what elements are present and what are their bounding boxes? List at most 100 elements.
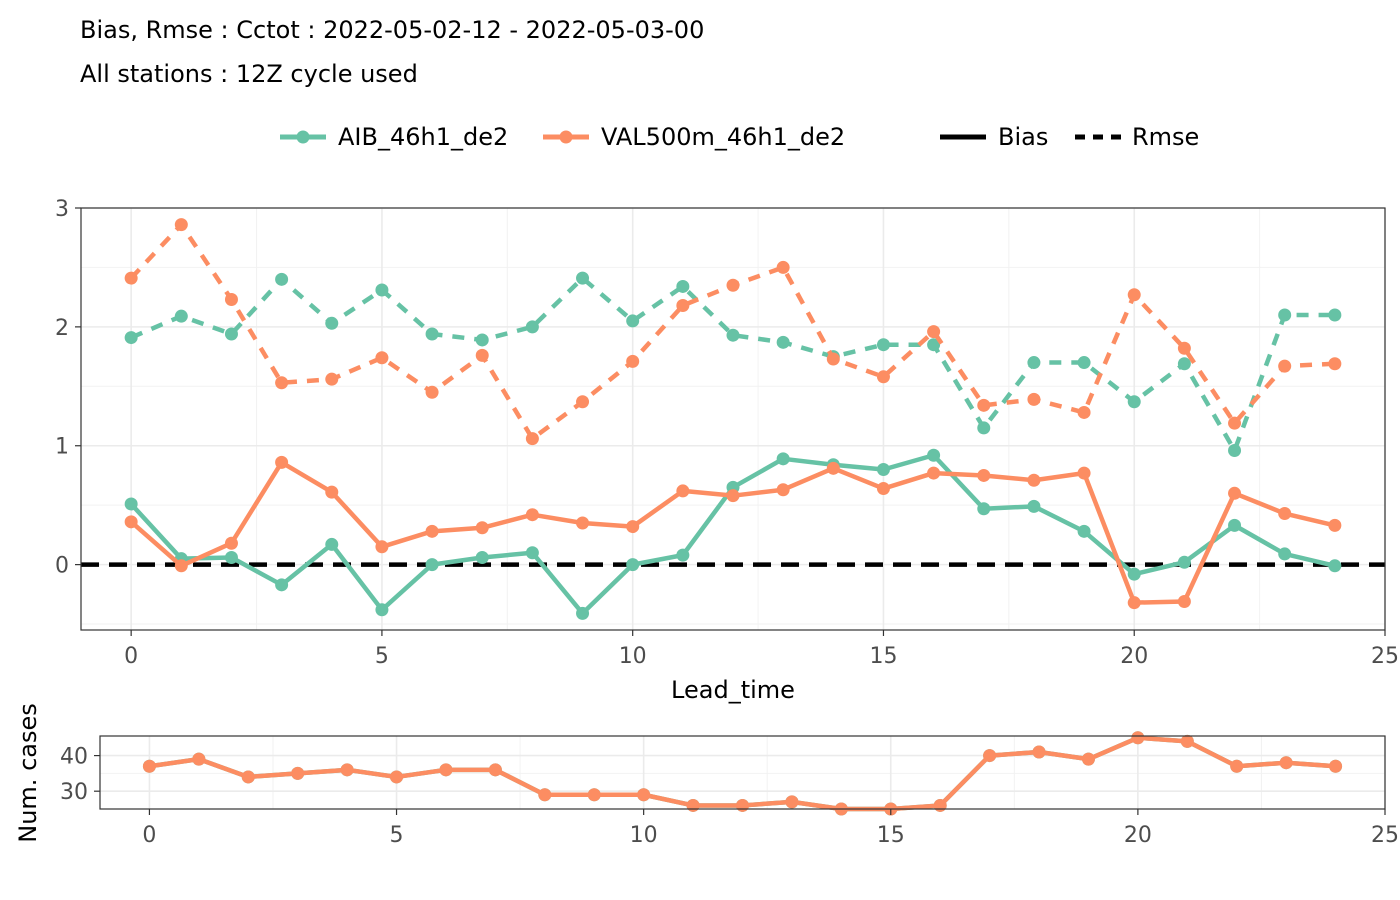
data-point <box>1278 359 1292 373</box>
data-point <box>525 320 539 334</box>
x-tick-label: 15 <box>869 644 897 669</box>
data-point <box>776 452 790 466</box>
x-tick-label: 25 <box>1371 644 1399 669</box>
data-point <box>325 485 339 499</box>
data-point <box>1278 547 1292 561</box>
data-point <box>977 468 991 482</box>
data-point <box>124 515 138 529</box>
data-point <box>785 795 799 809</box>
data-point <box>475 521 489 535</box>
data-point <box>1081 752 1095 766</box>
data-point <box>876 482 890 496</box>
series-aib-46h1-de2-rmse <box>124 271 1342 458</box>
data-point <box>525 508 539 522</box>
data-point <box>375 540 389 554</box>
data-point <box>576 271 590 285</box>
data-point <box>475 333 489 347</box>
legend-label-rmse: Rmse <box>1132 123 1199 151</box>
data-point <box>1027 473 1041 487</box>
legend-key-val500m-46h1-de2 <box>543 130 589 144</box>
x-tick-label: 25 <box>1371 823 1399 848</box>
data-point <box>876 463 890 477</box>
x-tick-label: 20 <box>1120 644 1148 669</box>
data-point <box>525 546 539 560</box>
data-point <box>275 455 289 469</box>
data-point <box>124 497 138 511</box>
data-point <box>1180 734 1194 748</box>
data-point <box>124 271 138 285</box>
series-aib-46h1-de2-rmse-line <box>130 275 1335 453</box>
series-val500m-46h1-de2-rmse <box>124 218 1342 446</box>
data-point <box>927 325 941 339</box>
data-point <box>626 558 640 572</box>
data-point <box>1131 731 1145 745</box>
data-point <box>525 432 539 446</box>
data-point <box>425 524 439 538</box>
data-point <box>224 536 238 550</box>
data-point <box>776 483 790 497</box>
x-axis-title: Lead_time <box>671 676 795 704</box>
data-point <box>439 763 453 777</box>
legend-label-aib-46h1-de2: AIB_46h1_de2 <box>338 123 508 151</box>
chart-subtitle: All stations : 12Z cycle used <box>80 60 418 88</box>
data-point <box>425 558 439 572</box>
x-tick-label: 15 <box>877 823 905 848</box>
data-point <box>1077 405 1091 419</box>
data-point <box>1027 356 1041 370</box>
data-point <box>726 278 740 292</box>
data-point <box>1177 594 1191 608</box>
x-tick-label: 10 <box>630 823 658 848</box>
data-point <box>475 550 489 564</box>
data-point <box>726 489 740 503</box>
data-point <box>538 788 552 802</box>
data-point <box>224 327 238 341</box>
grid <box>100 736 1386 809</box>
data-point <box>275 376 289 390</box>
data-point <box>676 548 690 562</box>
data-point <box>1127 288 1141 302</box>
data-point <box>977 421 991 435</box>
legend-key-aib-46h1-de2 <box>280 130 326 144</box>
data-point <box>1127 567 1141 581</box>
data-point <box>977 398 991 412</box>
x-tick-label: 20 <box>1124 823 1152 848</box>
y-tick-label: 40 <box>60 745 88 770</box>
legend: AIB_46h1_de2 VAL500m_46h1_de2 Bias Rmse <box>280 123 1199 151</box>
panel-border <box>99 735 1386 810</box>
data-point <box>1328 518 1342 532</box>
data-point <box>726 328 740 342</box>
x-tick-label: 5 <box>375 644 389 669</box>
data-point <box>1127 596 1141 610</box>
data-point <box>1077 466 1091 480</box>
series-val500m-46h1-de2-bias <box>124 455 1342 610</box>
data-point <box>142 759 156 773</box>
data-point <box>1228 518 1242 532</box>
data-point <box>1032 745 1046 759</box>
y-tick-label: 0 <box>55 554 69 579</box>
data-point <box>241 770 255 784</box>
data-point <box>1077 524 1091 538</box>
data-point <box>676 279 690 293</box>
y-tick-label: 2 <box>55 316 69 341</box>
data-point <box>933 798 947 812</box>
data-point <box>876 338 890 352</box>
data-point <box>375 283 389 297</box>
data-point <box>1077 356 1091 370</box>
data-point <box>626 520 640 534</box>
data-point <box>325 316 339 330</box>
series-aib-46h1-de2-bias <box>124 448 1342 620</box>
chart-title: Bias, Rmse : Cctot : 2022-05-02-12 - 202… <box>80 16 705 44</box>
data-point <box>1279 756 1293 770</box>
data-point <box>1177 357 1191 371</box>
data-point <box>1027 392 1041 406</box>
data-point <box>587 788 601 802</box>
data-point <box>425 385 439 399</box>
data-point <box>325 537 339 551</box>
data-point <box>1177 555 1191 569</box>
data-point <box>1328 559 1342 573</box>
data-point <box>676 484 690 498</box>
data-point <box>576 395 590 409</box>
data-point <box>1230 759 1244 773</box>
data-point <box>736 798 749 812</box>
